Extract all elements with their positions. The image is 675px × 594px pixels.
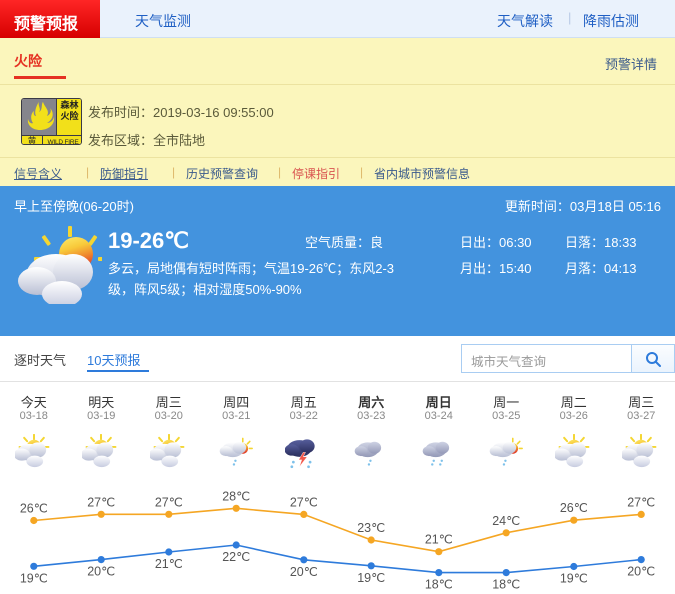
svg-text:19℃: 19℃: [357, 571, 385, 585]
svg-text:24℃: 24℃: [492, 514, 520, 528]
svg-text:20℃: 20℃: [87, 565, 115, 579]
svg-text:21℃: 21℃: [425, 533, 453, 547]
svg-text:27℃: 27℃: [155, 495, 183, 509]
svg-text:23℃: 23℃: [357, 521, 385, 535]
svg-text:27℃: 27℃: [627, 495, 655, 509]
svg-text:18℃: 18℃: [425, 578, 453, 592]
svg-text:28℃: 28℃: [222, 489, 250, 503]
svg-text:21℃: 21℃: [155, 557, 183, 571]
svg-text:19℃: 19℃: [560, 572, 588, 586]
svg-text:19℃: 19℃: [20, 571, 48, 585]
svg-text:18℃: 18℃: [492, 578, 520, 592]
svg-text:20℃: 20℃: [627, 565, 655, 579]
svg-text:27℃: 27℃: [87, 495, 115, 509]
svg-text:26℃: 26℃: [560, 501, 588, 515]
svg-text:22℃: 22℃: [222, 550, 250, 564]
svg-text:27℃: 27℃: [290, 495, 318, 509]
svg-text:26℃: 26℃: [20, 502, 48, 516]
svg-text:20℃: 20℃: [290, 565, 318, 579]
